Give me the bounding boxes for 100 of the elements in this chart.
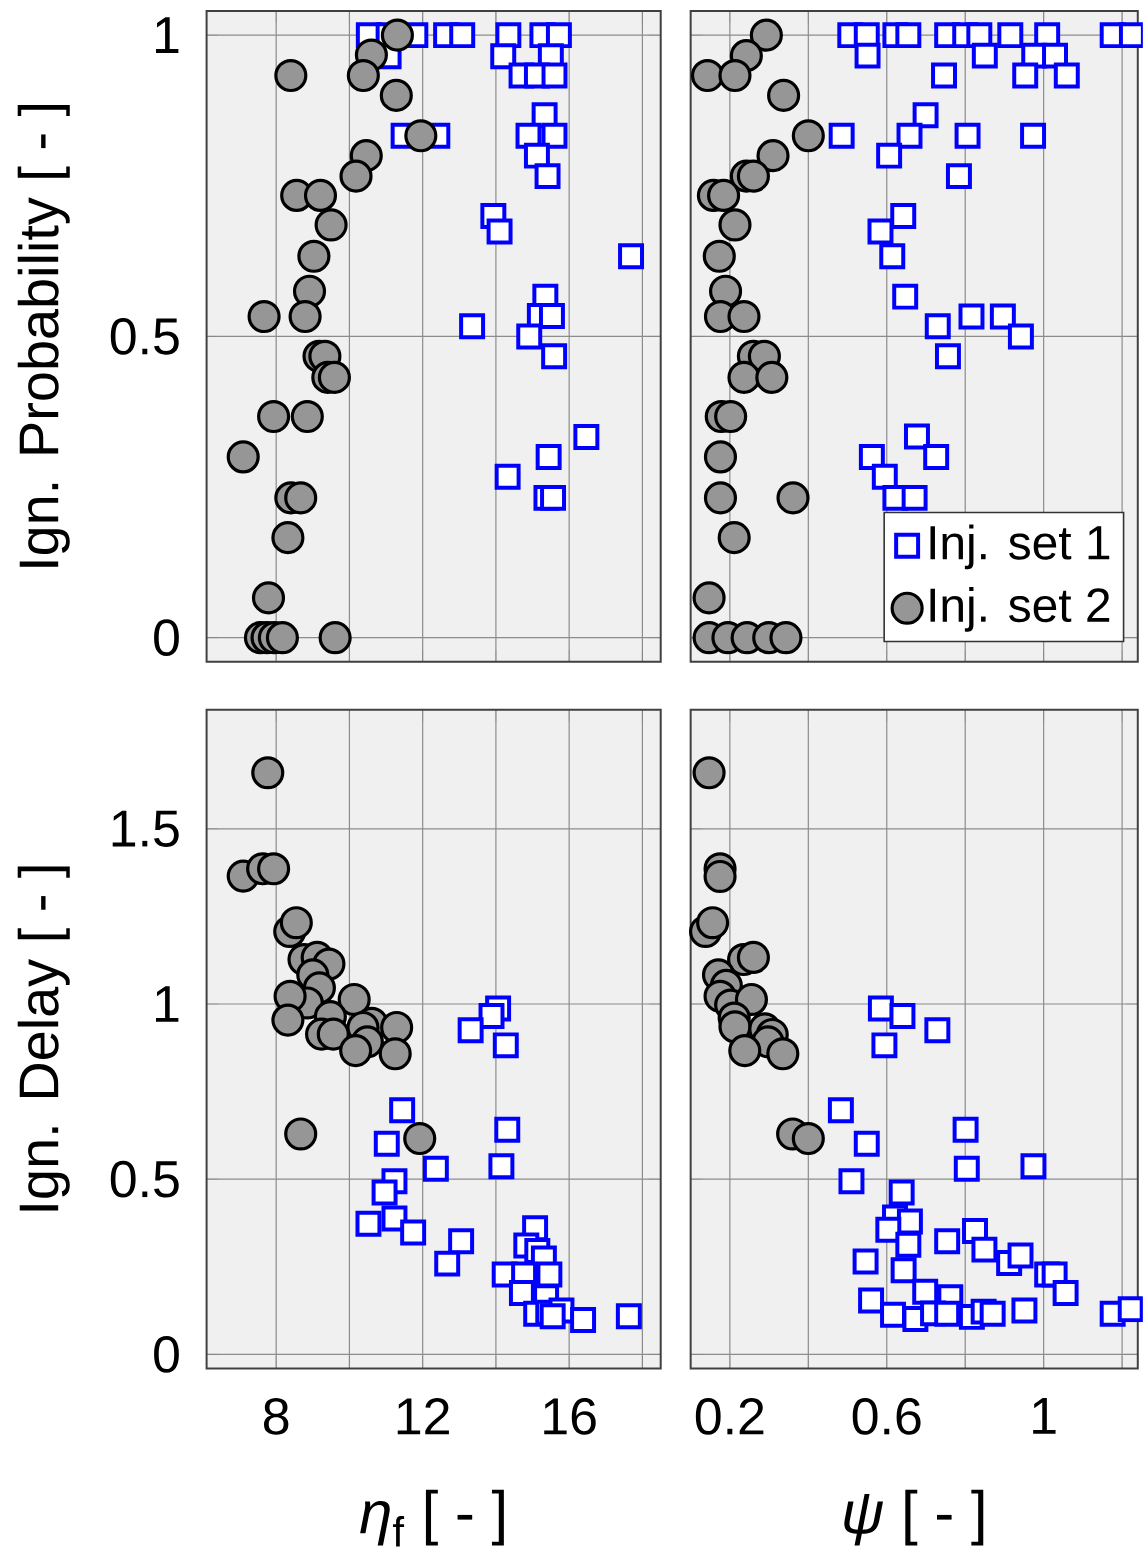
x-tick-label: 0.2	[695, 1398, 764, 1435]
point	[756, 139, 790, 173]
point	[989, 303, 1016, 330]
point	[494, 1116, 521, 1143]
point	[618, 243, 645, 270]
point	[997, 22, 1024, 49]
point	[373, 1130, 400, 1157]
point	[449, 22, 476, 49]
legend-label: Inj. set 1	[930, 524, 1110, 570]
point	[858, 1287, 885, 1314]
point	[573, 424, 600, 451]
point	[828, 122, 855, 149]
x-axis-title: ψ [ - ]	[844, 1489, 984, 1546]
point	[934, 1228, 961, 1255]
point	[535, 443, 562, 470]
point	[478, 1002, 505, 1029]
point	[1007, 1242, 1034, 1269]
point	[692, 756, 726, 790]
point	[890, 202, 917, 229]
point	[895, 22, 922, 49]
point	[284, 481, 318, 515]
point	[380, 18, 415, 52]
point	[290, 399, 324, 434]
point	[953, 1155, 980, 1182]
y-tick-label: 1	[156, 17, 179, 53]
point	[459, 313, 486, 340]
point	[776, 481, 810, 515]
point	[892, 283, 919, 310]
point	[288, 299, 322, 334]
point	[852, 1248, 879, 1275]
point	[1020, 1153, 1047, 1180]
point	[971, 42, 998, 69]
point	[692, 581, 726, 615]
point	[257, 852, 291, 886]
legend-label: Inj. set 2	[930, 586, 1110, 632]
point	[875, 1216, 902, 1243]
x-tick-label: 0.6	[852, 1398, 921, 1435]
point	[696, 906, 730, 940]
point	[265, 621, 300, 655]
point	[297, 239, 331, 273]
point	[516, 323, 543, 350]
point	[707, 178, 741, 212]
point	[727, 299, 761, 334]
point	[958, 303, 985, 330]
point	[901, 484, 928, 511]
y-tick-label: 1	[156, 986, 179, 1022]
point	[1007, 323, 1034, 350]
point	[316, 1017, 350, 1051]
point	[912, 102, 939, 129]
point	[1053, 62, 1080, 89]
x-tick-label: 8	[264, 1398, 289, 1435]
point	[318, 621, 352, 655]
point	[457, 1017, 484, 1044]
y-axis-title: Ign. Delay [ - ]	[17, 866, 70, 1211]
point	[879, 243, 906, 270]
x-tick-label: 12	[397, 1398, 449, 1435]
x-axis-title: η$_{f}$ [ - ]	[360, 1489, 504, 1547]
point	[337, 982, 371, 1017]
point	[378, 1037, 412, 1071]
point	[274, 58, 308, 93]
point	[317, 360, 352, 394]
point	[486, 218, 513, 245]
y-tick-label: 0	[154, 619, 179, 657]
point	[251, 756, 285, 790]
point	[952, 1116, 979, 1143]
point	[251, 581, 286, 615]
point	[727, 360, 761, 394]
point	[1042, 42, 1069, 69]
point	[890, 1257, 917, 1284]
point	[935, 343, 961, 370]
point	[755, 360, 789, 394]
point	[303, 178, 338, 212]
point	[923, 443, 950, 470]
point	[766, 1037, 800, 1071]
point	[379, 78, 413, 112]
y-tick-label: 0	[154, 1336, 179, 1373]
point	[895, 1231, 922, 1258]
point	[924, 313, 951, 340]
point	[541, 122, 568, 149]
point	[389, 1097, 416, 1124]
point	[889, 1002, 916, 1029]
point	[702, 239, 736, 273]
point	[226, 440, 260, 474]
point	[896, 122, 923, 149]
point	[541, 343, 568, 370]
point	[703, 440, 738, 474]
point	[615, 1303, 642, 1330]
point	[284, 1117, 318, 1151]
point	[541, 62, 568, 89]
point	[422, 1155, 449, 1182]
x-tick-label: 1	[1033, 1398, 1056, 1434]
point	[434, 1250, 461, 1277]
point	[827, 1097, 854, 1124]
point	[403, 1121, 437, 1156]
point	[904, 423, 931, 450]
point	[279, 906, 313, 940]
point	[791, 119, 825, 153]
point	[876, 142, 903, 169]
point	[539, 302, 565, 329]
point	[371, 1179, 398, 1206]
